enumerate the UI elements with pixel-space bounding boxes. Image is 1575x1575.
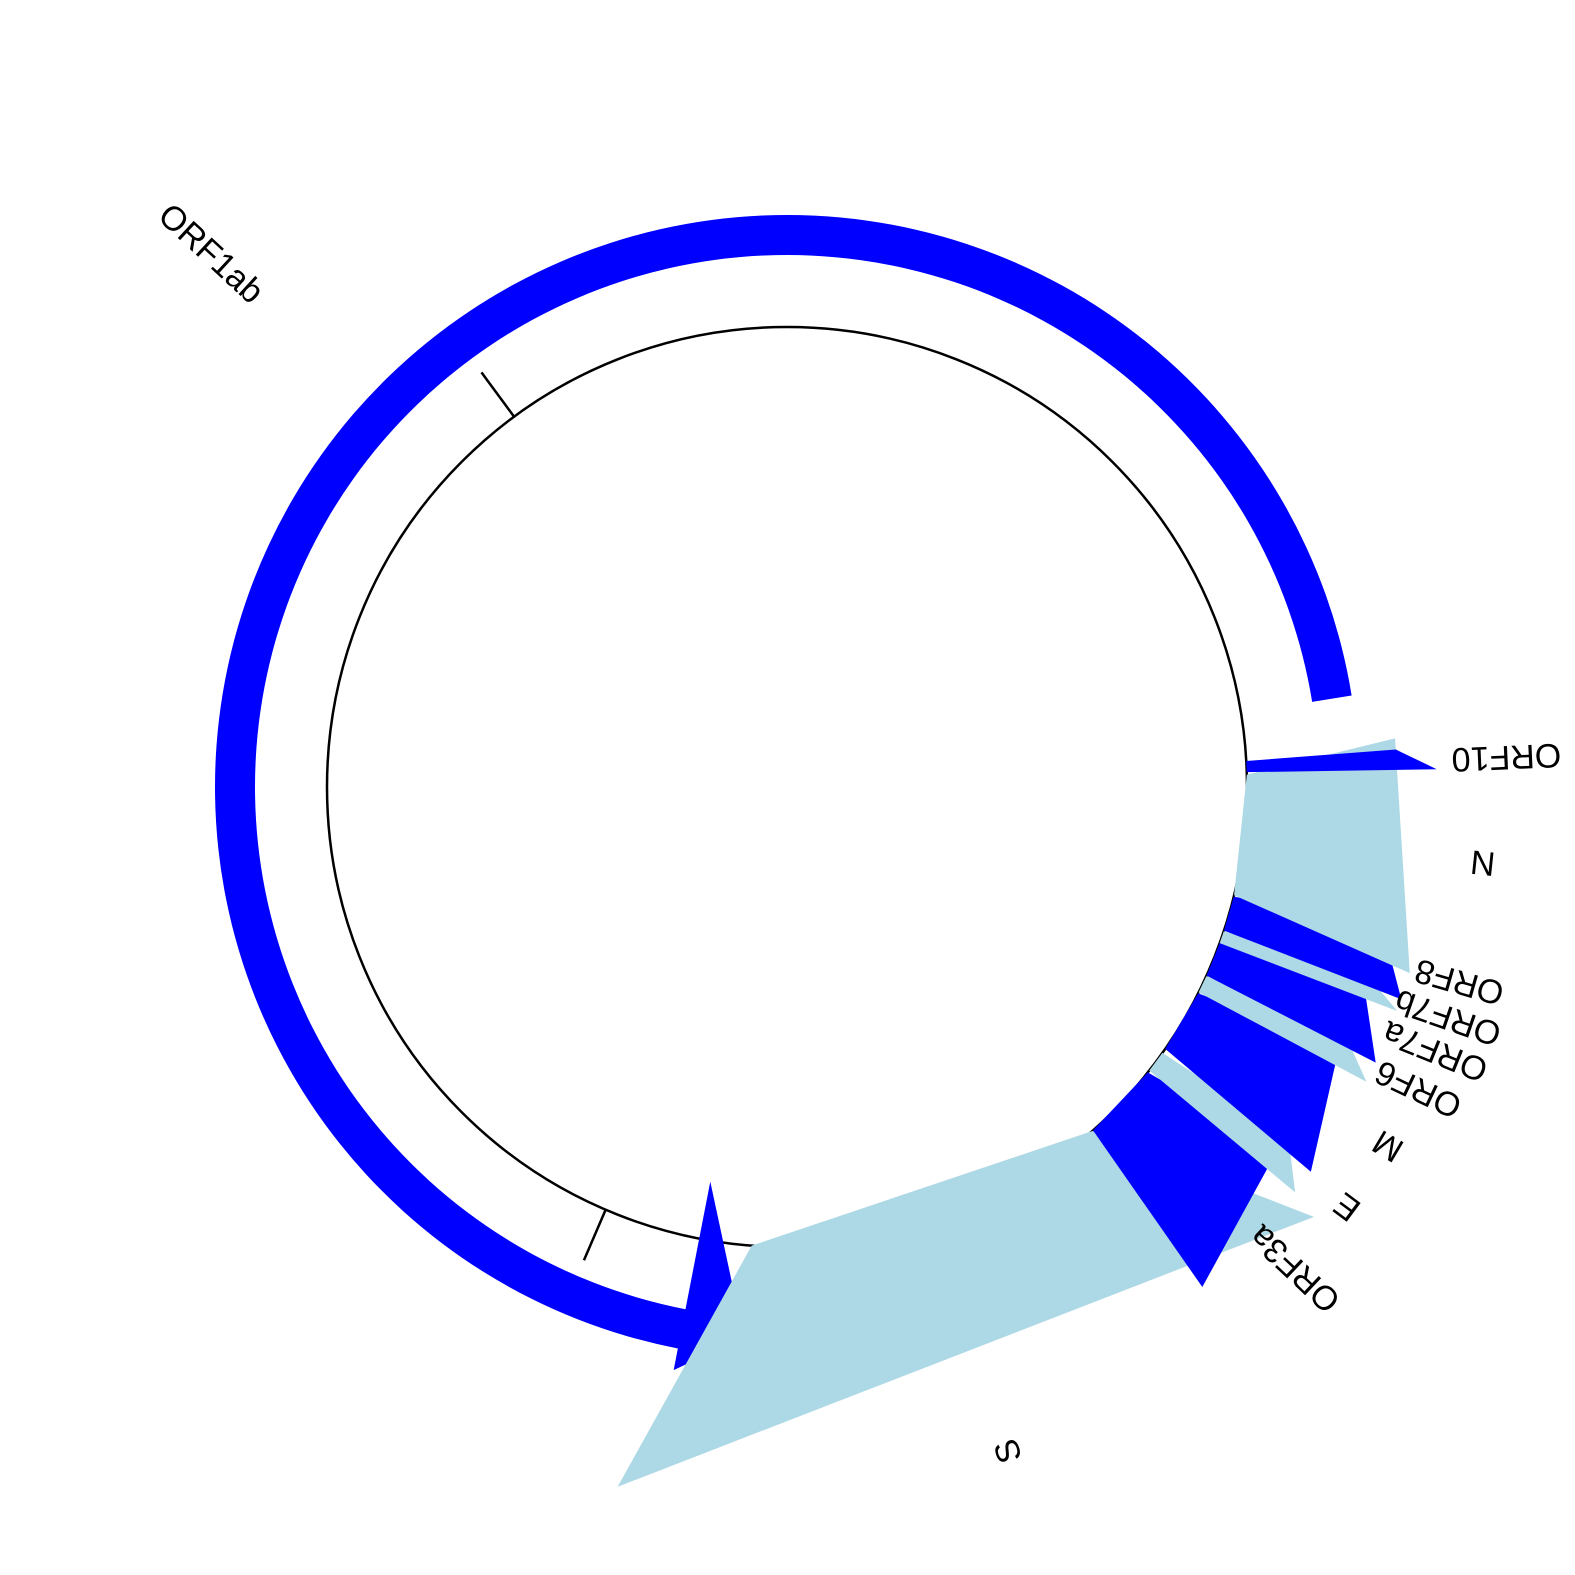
tick-marks [480,371,607,1261]
tick-mark-1 [480,371,516,418]
gene-label-orf10: ORF10 [1451,736,1562,779]
gene-label-n: N [1469,842,1497,882]
gene-label-e: E [1327,1185,1368,1229]
gene-arrow-orf7a [1206,942,1376,1063]
gene-arrow-s [617,1131,1314,1487]
gene-arrow-e [1149,1052,1296,1193]
genome-backbone-circle [325,325,1249,1249]
gene-arrow-orf7b [1219,931,1398,1012]
tick-mark-2 [582,1209,607,1261]
gene-label-s: S [987,1434,1030,1468]
gene-label-orf3a: ORF3a [1242,1217,1348,1320]
gene-arrow-orf6 [1198,976,1367,1082]
gene-arrows [214,214,1437,1487]
gene-arrow-n [1234,738,1410,974]
gene-arrow-orf10 [1246,749,1437,773]
gene-label-m: M [1366,1122,1410,1169]
gene-label-orf1ab: ORF1ab [151,196,271,311]
